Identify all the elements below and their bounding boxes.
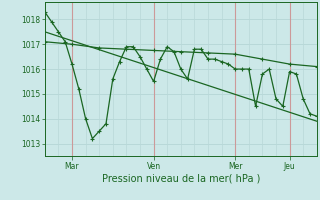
- X-axis label: Pression niveau de la mer( hPa ): Pression niveau de la mer( hPa ): [102, 173, 260, 183]
